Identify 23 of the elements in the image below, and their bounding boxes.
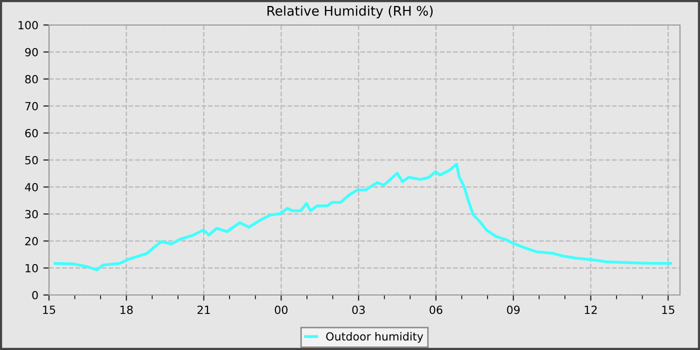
x-tick-label: 18 — [120, 306, 133, 314]
x-tick-label: 00 — [274, 306, 288, 314]
y-tick-label: 100 — [18, 20, 38, 30]
x-tick-label: 12 — [584, 306, 597, 314]
y-tick-label: 0 — [32, 290, 38, 300]
x-tick-label: 15 — [662, 306, 674, 314]
y-tick-label: 50 — [25, 156, 38, 164]
chart-title: Relative Humidity (RH %) — [268, 6, 433, 18]
x-tick-label: 03 — [352, 306, 365, 314]
line-series — [54, 162, 672, 272]
legend-label: Outdoor humidity — [326, 332, 424, 343]
x-tick-label: 09 — [507, 306, 520, 314]
y-tick-label: 60 — [25, 128, 38, 138]
y-tick-label: 80 — [25, 74, 38, 84]
x-tick-label: 06 — [430, 306, 442, 314]
y-tick-label: 70 — [25, 102, 38, 110]
y-tick-label: 20 — [25, 236, 38, 246]
x-tick-label: 15 — [43, 306, 56, 314]
y-tick-label: 30 — [25, 210, 38, 218]
y-tick-label: 90 — [25, 48, 38, 56]
y-tick-label: 10 — [26, 264, 38, 272]
y-tick-label: 40 — [24, 182, 38, 192]
x-tick-label: 21 — [198, 306, 210, 314]
